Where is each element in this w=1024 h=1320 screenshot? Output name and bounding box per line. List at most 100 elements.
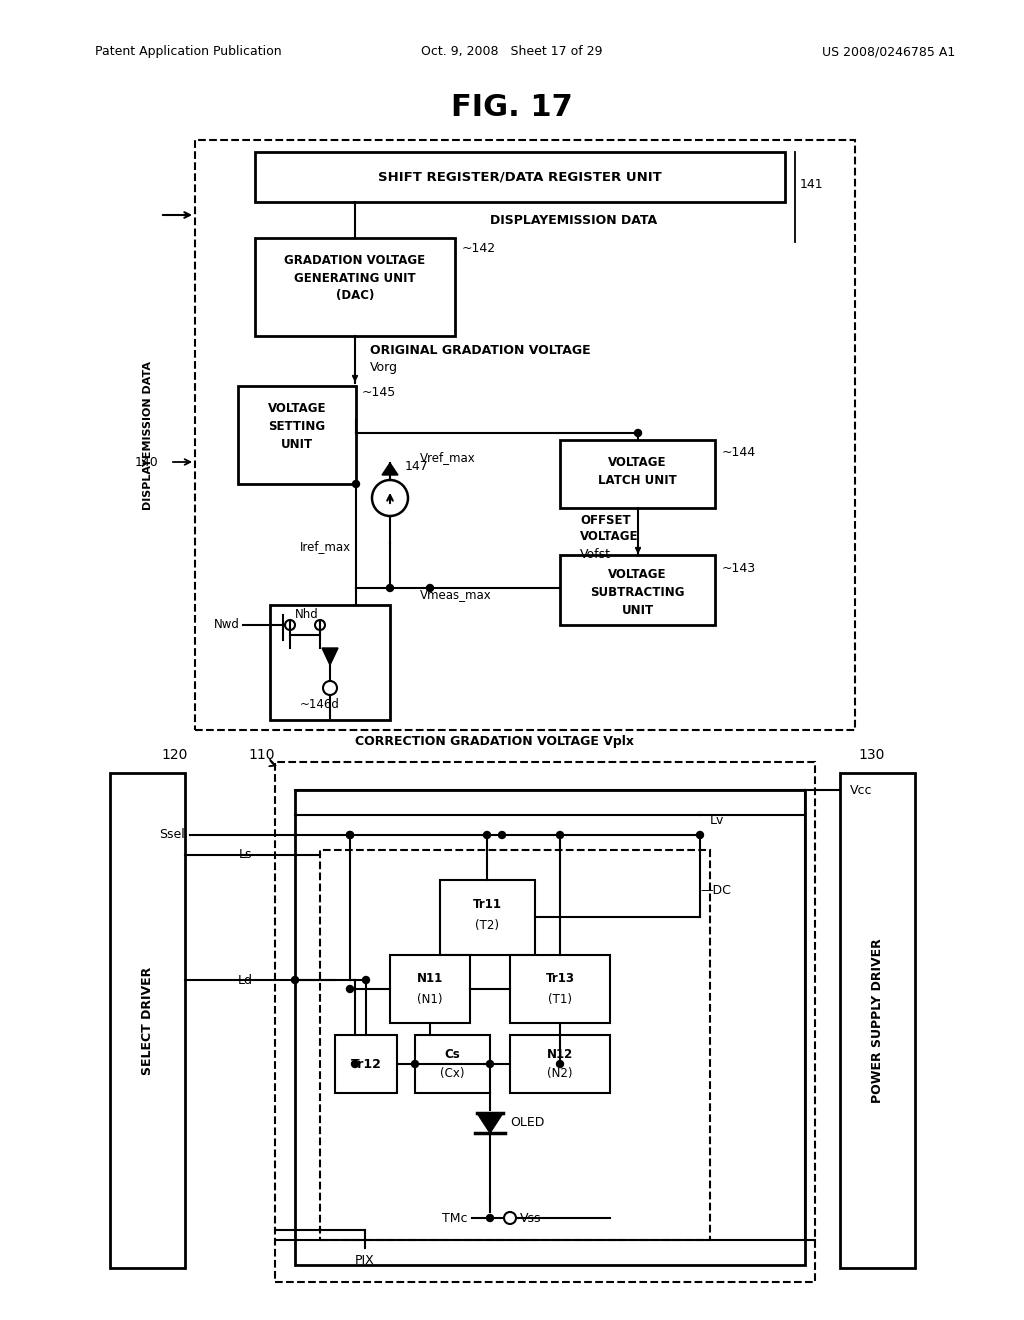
Text: UNIT: UNIT: [281, 437, 313, 450]
Circle shape: [499, 832, 506, 838]
Bar: [110, 774, 185, 1269]
Circle shape: [351, 1060, 358, 1068]
Bar: [195, 140, 855, 730]
Bar: [319, 850, 710, 1239]
Text: DISPLAYEMISSION DATA: DISPLAYEMISSION DATA: [490, 214, 657, 227]
Text: CORRECTION GRADATION VOLTAGE Vplx: CORRECTION GRADATION VOLTAGE Vplx: [355, 735, 634, 748]
Text: N11: N11: [417, 973, 443, 986]
Circle shape: [635, 429, 641, 437]
Circle shape: [346, 832, 353, 838]
Text: Cs: Cs: [444, 1048, 461, 1061]
Bar: [255, 152, 785, 202]
Bar: [560, 440, 715, 508]
Text: 141: 141: [800, 178, 823, 191]
Text: 110: 110: [249, 748, 275, 762]
Bar: [440, 880, 535, 954]
Text: OLED: OLED: [510, 1117, 545, 1130]
Text: ~143: ~143: [722, 561, 756, 574]
Circle shape: [483, 832, 490, 838]
Text: Ls: Ls: [239, 849, 252, 862]
Bar: [295, 789, 805, 1265]
Text: LATCH UNIT: LATCH UNIT: [598, 474, 677, 487]
Bar: [275, 762, 815, 1282]
Text: GRADATION VOLTAGE: GRADATION VOLTAGE: [285, 253, 426, 267]
Text: N12: N12: [547, 1048, 573, 1061]
Text: VOLTAGE: VOLTAGE: [608, 569, 667, 582]
Text: DISPLAYEMISSION DATA: DISPLAYEMISSION DATA: [143, 360, 153, 510]
Text: (N2): (N2): [547, 1067, 572, 1080]
Text: SHIFT REGISTER/DATA REGISTER UNIT: SHIFT REGISTER/DATA REGISTER UNIT: [378, 170, 662, 183]
Circle shape: [346, 986, 353, 993]
Text: SELECT DRIVER: SELECT DRIVER: [141, 966, 154, 1074]
Text: Ld: Ld: [238, 974, 253, 986]
Bar: [390, 954, 470, 1023]
Text: 140: 140: [134, 455, 158, 469]
Text: US 2008/0246785 A1: US 2008/0246785 A1: [821, 45, 955, 58]
Circle shape: [386, 585, 393, 591]
Text: UNIT: UNIT: [622, 605, 653, 618]
Text: POWER SUPPLY DRIVER: POWER SUPPLY DRIVER: [871, 939, 884, 1104]
Text: TMc: TMc: [442, 1212, 468, 1225]
Text: (T2): (T2): [475, 919, 500, 932]
Circle shape: [696, 832, 703, 838]
Text: Vorg: Vorg: [370, 360, 398, 374]
Polygon shape: [477, 1113, 503, 1133]
Bar: [270, 605, 390, 719]
Text: Vmeas_max: Vmeas_max: [420, 589, 492, 602]
Text: Vref_max: Vref_max: [420, 451, 476, 465]
Text: Iref_max: Iref_max: [300, 540, 351, 553]
Circle shape: [292, 977, 299, 983]
Text: (T1): (T1): [548, 993, 572, 1006]
Text: (Cx): (Cx): [440, 1067, 465, 1080]
Text: FIG. 17: FIG. 17: [452, 94, 572, 123]
Text: GENERATING UNIT: GENERATING UNIT: [294, 272, 416, 285]
Text: VOLTAGE: VOLTAGE: [608, 455, 667, 469]
Polygon shape: [382, 463, 398, 475]
Text: Vss: Vss: [520, 1212, 542, 1225]
Circle shape: [486, 1214, 494, 1221]
Text: PIX: PIX: [355, 1254, 375, 1266]
Bar: [560, 554, 715, 624]
Circle shape: [352, 480, 359, 487]
Circle shape: [346, 832, 353, 838]
Text: —DC: —DC: [700, 883, 731, 896]
Text: Vcc: Vcc: [850, 784, 872, 796]
Text: 130: 130: [859, 748, 885, 762]
Text: Nwd: Nwd: [214, 619, 240, 631]
Text: Tr12: Tr12: [350, 1059, 381, 1072]
Circle shape: [427, 585, 433, 591]
Text: Tr11: Tr11: [473, 899, 502, 912]
Circle shape: [556, 832, 563, 838]
Text: (N1): (N1): [417, 993, 442, 1006]
Text: Nhd: Nhd: [295, 609, 318, 622]
Bar: [335, 1035, 397, 1093]
Bar: [415, 1035, 490, 1093]
Circle shape: [486, 1060, 494, 1068]
Text: Tr13: Tr13: [546, 973, 574, 986]
Text: Lv: Lv: [710, 813, 724, 826]
Text: Ssel: Ssel: [160, 829, 185, 842]
Text: ~144: ~144: [722, 446, 756, 458]
Circle shape: [362, 977, 370, 983]
Text: 147: 147: [406, 461, 429, 474]
Text: ~146d: ~146d: [300, 698, 340, 711]
Text: 120: 120: [162, 748, 188, 762]
Polygon shape: [322, 648, 338, 665]
Bar: [510, 954, 610, 1023]
Circle shape: [556, 1060, 563, 1068]
Text: OFFSET: OFFSET: [580, 513, 631, 527]
Text: ORIGINAL GRADATION VOLTAGE: ORIGINAL GRADATION VOLTAGE: [370, 343, 591, 356]
Text: (DAC): (DAC): [336, 289, 374, 302]
Text: Patent Application Publication: Patent Application Publication: [95, 45, 282, 58]
Text: Oct. 9, 2008   Sheet 17 of 29: Oct. 9, 2008 Sheet 17 of 29: [421, 45, 603, 58]
Bar: [840, 774, 915, 1269]
Text: SUBTRACTING: SUBTRACTING: [590, 586, 685, 599]
Text: VOLTAGE: VOLTAGE: [267, 401, 327, 414]
Text: ~142: ~142: [462, 242, 496, 255]
Text: ~145: ~145: [362, 385, 396, 399]
Text: VOLTAGE: VOLTAGE: [580, 531, 639, 544]
Bar: [510, 1035, 610, 1093]
Bar: [255, 238, 455, 337]
Bar: [238, 385, 356, 484]
Text: Vofst: Vofst: [580, 548, 611, 561]
